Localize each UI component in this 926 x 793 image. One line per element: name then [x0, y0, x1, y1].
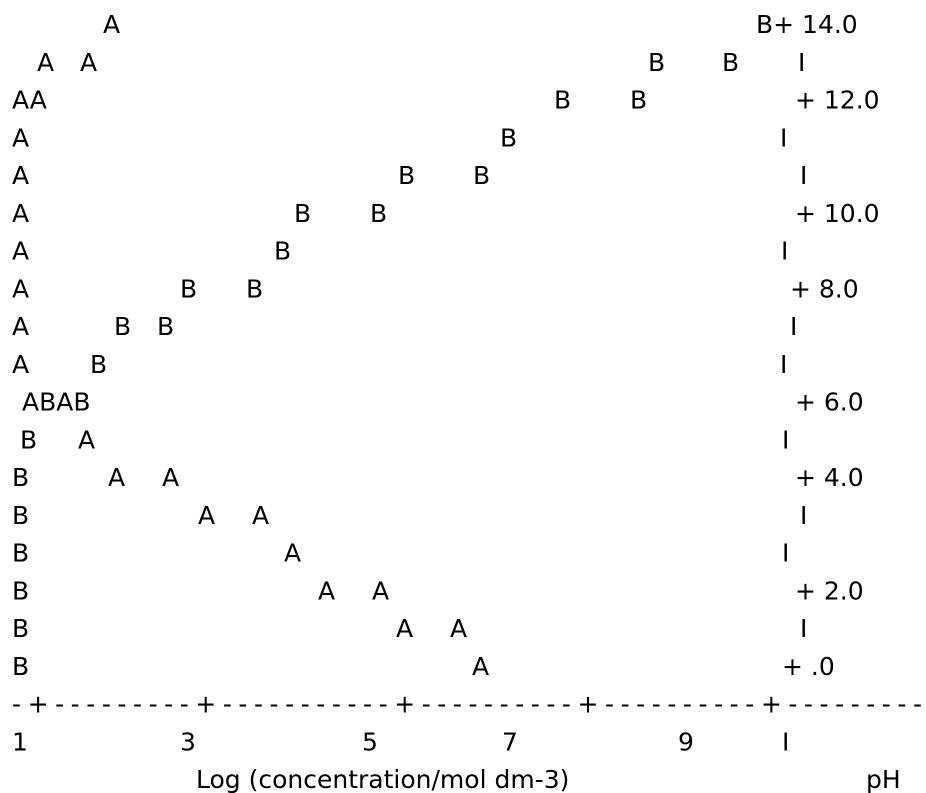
plot-text: A — [372, 576, 389, 605]
plot-text: 9 — [678, 727, 694, 756]
plot-text: A — [12, 123, 29, 152]
plot-text: A — [284, 539, 301, 568]
plot-text: B — [370, 199, 387, 228]
plot-text: B — [274, 237, 291, 266]
plot-text: A — [198, 501, 215, 530]
plot-text: I — [782, 539, 789, 568]
plot-text: I — [790, 312, 797, 341]
plot-text: A — [12, 274, 29, 303]
axis-line: -+---------+-----------+----------+-----… — [12, 690, 922, 719]
plot-text: A — [450, 614, 467, 643]
plot-text: + 12.0 — [795, 86, 880, 115]
plot-text: AA — [12, 86, 47, 115]
plot-text: B — [12, 652, 29, 681]
plot-text: I — [780, 350, 787, 379]
plot-text: B+ 14.0 — [756, 10, 858, 39]
plot-text: B — [20, 425, 37, 454]
plot-text: A — [12, 161, 29, 190]
plot-text: B — [90, 350, 107, 379]
plot-text: B — [398, 161, 415, 190]
plot-text: + 2.0 — [795, 576, 864, 605]
plot-text: I — [800, 614, 807, 643]
plot-text: + 10.0 — [795, 199, 880, 228]
plot-text: A — [318, 576, 335, 605]
plot-text: + 8.0 — [790, 274, 859, 303]
plot-text: A — [396, 614, 413, 643]
plot-text: I — [781, 237, 788, 266]
plot-text: B — [157, 312, 174, 341]
plot-text: A — [103, 10, 120, 39]
plot-text: B — [12, 501, 29, 530]
plot-text: B — [554, 86, 571, 115]
plot-text: A — [12, 237, 29, 266]
plot-text: 1 — [12, 727, 28, 756]
plot-text: I — [782, 425, 789, 454]
plot-text: B — [722, 48, 739, 77]
plot-text: B — [12, 614, 29, 643]
plot-text: B — [12, 463, 29, 492]
plot-text: Log (concentration/mol dm-3) — [196, 765, 569, 793]
plot-text: B — [114, 312, 131, 341]
plot-text: B — [180, 274, 197, 303]
plot-text: B — [246, 274, 263, 303]
plot-text: I — [780, 123, 787, 152]
plot-text: A — [12, 312, 29, 341]
plot-text: ABAB — [22, 388, 91, 417]
plot-text: B — [294, 199, 311, 228]
plot-text: A — [80, 48, 97, 77]
plot-text: 3 — [180, 727, 196, 756]
plot-text: + .0 — [782, 652, 835, 681]
plot-text: pH — [866, 765, 901, 793]
plot-text: A — [472, 652, 489, 681]
plot-text: A — [78, 425, 95, 454]
plot-text: A — [37, 48, 54, 77]
plot-text: A — [252, 501, 269, 530]
plot-text: B — [12, 539, 29, 568]
plot-text: + 6.0 — [795, 388, 864, 417]
plot-text: B — [500, 123, 517, 152]
plot-text: A — [162, 463, 179, 492]
plot-text: A — [12, 199, 29, 228]
plot-text: A — [12, 350, 29, 379]
plot-text: 7 — [502, 727, 518, 756]
plot-text: B — [473, 161, 490, 190]
plot-text: I — [800, 501, 807, 530]
plot-text: I — [782, 727, 789, 756]
plot-text: B — [12, 576, 29, 605]
plot-text: 5 — [362, 727, 378, 756]
plot-text: + 4.0 — [795, 463, 864, 492]
plot-text: I — [800, 161, 807, 190]
plot-text: I — [798, 48, 805, 77]
plot-text: B — [648, 48, 665, 77]
plot-text: B — [630, 86, 647, 115]
plot-text: A — [108, 463, 125, 492]
